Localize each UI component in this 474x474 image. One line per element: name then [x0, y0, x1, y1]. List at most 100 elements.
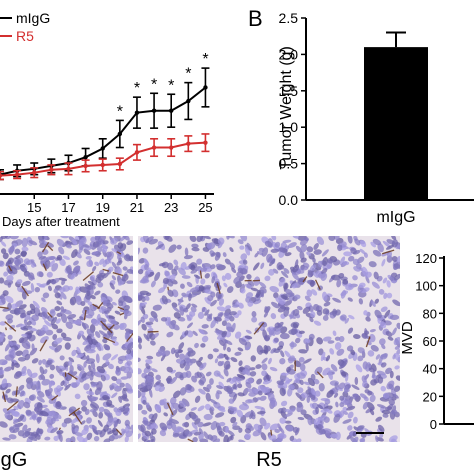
nucleus [194, 342, 199, 349]
nucleus [18, 304, 27, 310]
nucleus [221, 275, 226, 282]
nucleus [278, 277, 286, 287]
nucleus [65, 437, 75, 442]
nucleus [44, 319, 52, 327]
nucleus [393, 352, 400, 362]
nucleus [362, 361, 369, 370]
data-point [0, 173, 3, 178]
nucleus [196, 258, 203, 265]
nucleus [178, 400, 187, 408]
nucleus [126, 240, 133, 245]
nucleus [346, 345, 354, 352]
nucleus [374, 309, 382, 319]
nucleus [206, 242, 213, 249]
nucleus [45, 256, 56, 261]
stained-vessel [47, 245, 54, 252]
nucleus [297, 416, 305, 421]
nucleus [375, 435, 379, 442]
nucleus [322, 257, 328, 267]
nucleus [21, 246, 29, 252]
nucleus [45, 387, 53, 396]
nucleus [83, 248, 91, 255]
nucleus [322, 315, 329, 321]
nucleus [394, 345, 400, 350]
nucleus [224, 339, 233, 345]
nucleus [172, 390, 181, 399]
nucleus [318, 428, 326, 435]
nucleus [125, 425, 130, 434]
nucleus [247, 279, 255, 287]
nucleus [193, 431, 202, 436]
nucleus [237, 310, 242, 316]
nucleus [198, 379, 205, 386]
nucleus [139, 302, 143, 311]
nucleus [373, 271, 379, 280]
nucleus [64, 378, 70, 384]
stained-vessel [0, 306, 9, 309]
nucleus [288, 355, 296, 364]
nucleus [204, 309, 210, 316]
nucleus [289, 435, 295, 442]
nucleus [322, 291, 328, 301]
nucleus [115, 368, 121, 376]
data-point [49, 167, 54, 172]
nucleus [111, 392, 118, 399]
nucleus [270, 400, 278, 408]
nucleus [304, 295, 311, 302]
nucleus [94, 236, 101, 241]
nucleus [138, 390, 142, 399]
nucleus [372, 249, 382, 257]
nucleus [265, 345, 271, 352]
nucleus [283, 268, 290, 274]
nucleus [15, 323, 23, 328]
nucleus [115, 409, 122, 417]
nucleus [204, 403, 212, 411]
nucleus [336, 279, 342, 288]
nucleus [205, 371, 212, 377]
nucleus [350, 349, 356, 356]
nucleus [279, 298, 286, 305]
nucleus [352, 258, 360, 266]
nucleus [7, 318, 13, 324]
nucleus [160, 317, 168, 322]
nucleus [264, 422, 271, 430]
nucleus [114, 310, 121, 315]
nucleus [80, 372, 88, 379]
nucleus [124, 435, 129, 442]
nucleus [354, 238, 361, 246]
nucleus [85, 358, 96, 364]
nucleus [90, 294, 96, 300]
nucleus [199, 372, 206, 379]
nucleus [26, 368, 33, 378]
nucleus [318, 348, 324, 356]
nucleus [389, 314, 400, 321]
nucleus [238, 302, 244, 309]
nucleus [367, 350, 375, 357]
nucleus [150, 422, 157, 430]
nucleus [193, 274, 201, 279]
y-axis-title: Tumor Weight (g) [278, 46, 295, 170]
nucleus [61, 332, 67, 338]
nucleus [31, 358, 39, 364]
nucleus [75, 375, 81, 385]
nucleus [347, 255, 355, 262]
nucleus [72, 239, 78, 245]
nucleus [386, 280, 391, 288]
nucleus [20, 336, 29, 344]
nucleus [204, 273, 210, 279]
nucleus [99, 258, 105, 265]
nucleus [238, 360, 243, 367]
nucleus [287, 387, 293, 397]
nucleus [301, 392, 308, 399]
nucleus [15, 350, 23, 357]
nucleus [326, 389, 334, 398]
nucleus [278, 340, 285, 348]
nucleus [253, 423, 261, 431]
stained-vessel [58, 427, 62, 431]
nucleus [210, 299, 217, 307]
nucleus [0, 260, 4, 267]
nucleus [246, 388, 256, 394]
nucleus [335, 431, 341, 441]
nucleus [279, 417, 286, 424]
nucleus [96, 365, 106, 374]
